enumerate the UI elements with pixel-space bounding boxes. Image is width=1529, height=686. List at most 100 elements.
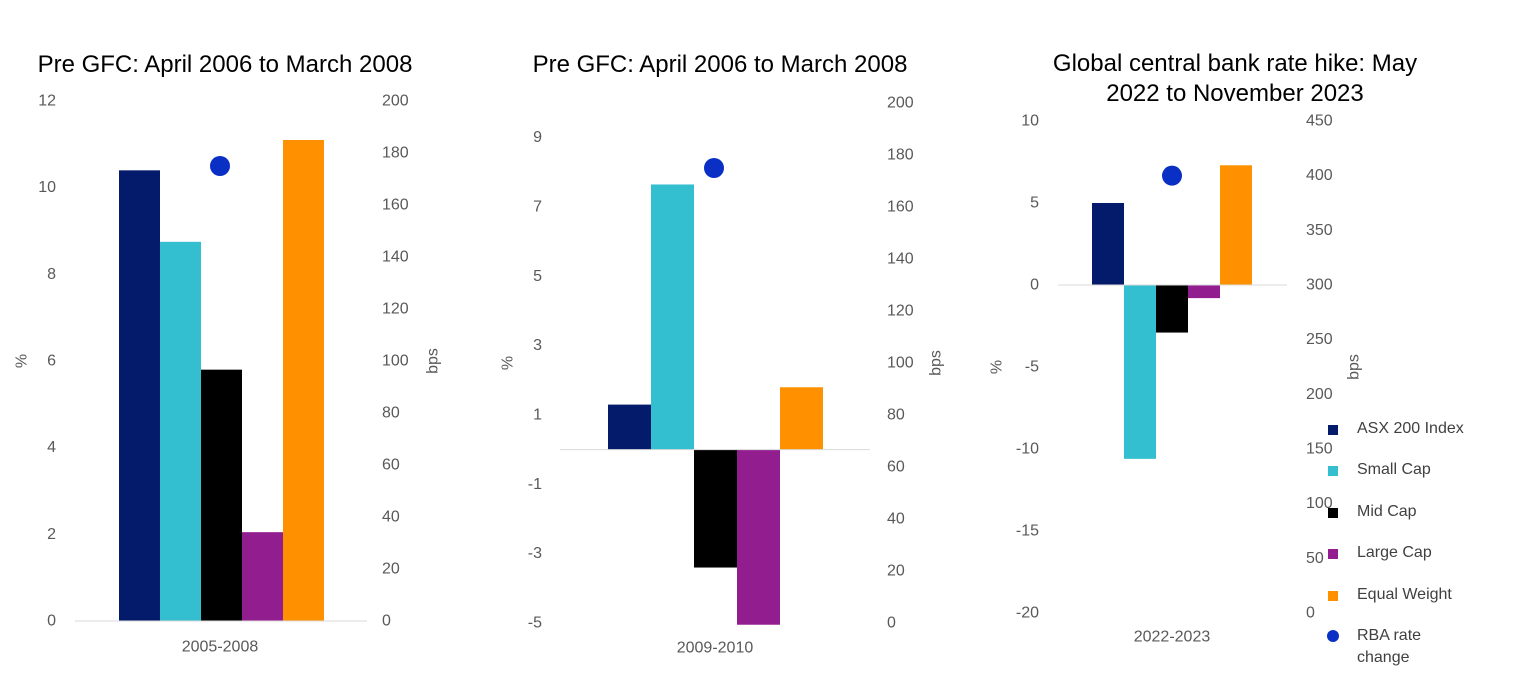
bar-chart3-large-cap bbox=[1188, 285, 1220, 299]
y-tick-chart3: -10 bbox=[1016, 441, 1039, 458]
y2-tick-chart1: 80 bbox=[382, 405, 400, 422]
y2-tick-chart3: 300 bbox=[1306, 277, 1333, 294]
y-tick-chart2: 1 bbox=[533, 407, 542, 424]
y2-tick-chart3: 50 bbox=[1306, 550, 1324, 567]
category-label-chart1: 2005-2008 bbox=[182, 639, 259, 656]
legend-item-rba-rate-change: RBA rate change bbox=[1327, 625, 1467, 669]
y-tick-chart1: 4 bbox=[47, 439, 56, 456]
y2-tick-chart2: 200 bbox=[887, 95, 914, 112]
y2-tick-chart2: 40 bbox=[887, 511, 905, 528]
legend-label-rba-rate-change: RBA rate change bbox=[1357, 627, 1422, 666]
bar-chart1-mid-cap bbox=[201, 369, 242, 621]
y-tick-chart3: -20 bbox=[1016, 605, 1039, 622]
y2-tick-chart1: 0 bbox=[382, 613, 391, 630]
y2-tick-chart3: 200 bbox=[1306, 386, 1333, 403]
bar-chart3-equal-weight bbox=[1220, 165, 1252, 285]
y-tick-chart2: 7 bbox=[533, 199, 542, 216]
y2-tick-chart2: 60 bbox=[887, 459, 905, 476]
y2-tick-chart2: 20 bbox=[887, 563, 905, 580]
y-tick-chart1: 12 bbox=[38, 93, 56, 110]
y-tick-chart2: -1 bbox=[528, 476, 542, 493]
y2-axis-label-chart3: bps bbox=[1346, 354, 1363, 380]
category-label-chart2: 2009-2010 bbox=[677, 640, 754, 657]
rba-marker-chart2 bbox=[704, 158, 724, 178]
legend-label-small-cap: Small Cap bbox=[1357, 461, 1431, 478]
y-tick-chart1: 10 bbox=[38, 179, 56, 196]
rba-marker-chart3 bbox=[1162, 165, 1182, 186]
bar-chart3-asx-200-index bbox=[1092, 203, 1124, 285]
y-tick-chart2: 9 bbox=[533, 129, 542, 146]
legend-swatch-large-cap bbox=[1328, 549, 1338, 559]
y2-tick-chart1: 40 bbox=[382, 509, 400, 526]
y2-tick-chart1: 140 bbox=[382, 249, 409, 266]
y-tick-chart1: 6 bbox=[47, 353, 56, 370]
y-tick-chart3: 0 bbox=[1030, 277, 1039, 294]
y2-tick-chart2: 140 bbox=[887, 251, 914, 268]
y-tick-chart1: 8 bbox=[47, 266, 56, 283]
y-tick-chart2: 5 bbox=[533, 268, 542, 285]
bar-chart2-small-cap bbox=[651, 184, 694, 450]
y2-tick-chart1: 100 bbox=[382, 353, 409, 370]
y2-tick-chart3: 400 bbox=[1306, 167, 1333, 184]
y-axis-label-chart1: % bbox=[14, 354, 31, 368]
legend-item-small-cap: Small Cap bbox=[1328, 459, 1431, 481]
y2-tick-chart3: 450 bbox=[1306, 113, 1333, 130]
legend-label-asx-200-index: ASX 200 Index bbox=[1357, 420, 1464, 437]
y-tick-chart3: -15 bbox=[1016, 523, 1039, 540]
y-tick-chart1: 0 bbox=[47, 613, 56, 630]
legend-item-large-cap: Large Cap bbox=[1328, 542, 1432, 564]
bar-chart2-large-cap bbox=[737, 449, 780, 625]
rba-marker-chart1 bbox=[210, 156, 230, 176]
y2-axis-label-chart1: bps bbox=[425, 348, 442, 374]
y2-tick-chart2: 180 bbox=[887, 147, 914, 164]
y-axis-label-chart3: % bbox=[989, 360, 1006, 374]
y2-tick-chart3: 250 bbox=[1306, 331, 1333, 348]
bar-chart3-mid-cap bbox=[1156, 285, 1188, 333]
y2-tick-chart3: 100 bbox=[1306, 495, 1333, 512]
legend-swatch-mid-cap bbox=[1328, 508, 1338, 518]
chart-2-title: Pre GFC: April 2006 to March 2008 bbox=[532, 51, 908, 78]
y2-tick-chart3: 0 bbox=[1306, 605, 1315, 622]
y2-tick-chart3: 350 bbox=[1306, 222, 1333, 239]
legend-swatch-equal-weight bbox=[1328, 591, 1338, 601]
y2-tick-chart2: 160 bbox=[887, 199, 914, 216]
y-tick-chart2: -3 bbox=[528, 545, 542, 562]
legend-item-asx-200-index: ASX 200 Index bbox=[1328, 418, 1464, 440]
legend-swatch-small-cap bbox=[1328, 466, 1338, 476]
bar-chart1-small-cap bbox=[160, 241, 201, 622]
bar-chart2-equal-weight bbox=[780, 387, 823, 450]
chart-1-title: Pre GFC: April 2006 to March 2008 bbox=[37, 51, 413, 78]
legend-label-large-cap: Large Cap bbox=[1357, 544, 1432, 561]
y2-tick-chart2: 80 bbox=[887, 407, 905, 424]
y2-tick-chart2: 120 bbox=[887, 303, 914, 320]
bar-chart3-small-cap bbox=[1124, 285, 1156, 459]
y2-tick-chart1: 60 bbox=[382, 457, 400, 474]
y2-tick-chart2: 100 bbox=[887, 355, 914, 372]
y-tick-chart1: 2 bbox=[47, 526, 56, 543]
bar-chart1-equal-weight bbox=[283, 140, 324, 621]
legend-label-mid-cap: Mid Cap bbox=[1357, 503, 1417, 520]
bar-chart2-mid-cap bbox=[694, 449, 737, 568]
chart-3-title: Global central bank rate hike: May 2022 … bbox=[1052, 50, 1418, 107]
y-tick-chart2: -5 bbox=[528, 615, 542, 632]
y2-tick-chart1: 200 bbox=[382, 93, 409, 110]
bar-chart1-asx-200-index bbox=[119, 170, 160, 622]
y2-tick-chart3: 150 bbox=[1306, 441, 1333, 458]
y-tick-chart3: 10 bbox=[1021, 113, 1039, 130]
bar-chart2-asx-200-index bbox=[608, 404, 651, 450]
legend-swatch-asx-200-index bbox=[1328, 425, 1338, 435]
legend-item-equal-weight: Equal Weight bbox=[1328, 584, 1452, 606]
y2-tick-chart1: 180 bbox=[382, 145, 409, 162]
legend-label-equal-weight: Equal Weight bbox=[1357, 586, 1452, 603]
y-tick-chart3: 5 bbox=[1030, 195, 1039, 212]
y-tick-chart3: -5 bbox=[1025, 359, 1039, 376]
y-axis-label-chart2: % bbox=[500, 356, 517, 370]
legend-item-mid-cap: Mid Cap bbox=[1328, 501, 1417, 523]
y2-tick-chart1: 120 bbox=[382, 301, 409, 318]
y2-tick-chart2: 0 bbox=[887, 615, 896, 632]
y2-axis-label-chart2: bps bbox=[928, 350, 945, 376]
y2-tick-chart1: 160 bbox=[382, 197, 409, 214]
y2-tick-chart1: 20 bbox=[382, 561, 400, 578]
